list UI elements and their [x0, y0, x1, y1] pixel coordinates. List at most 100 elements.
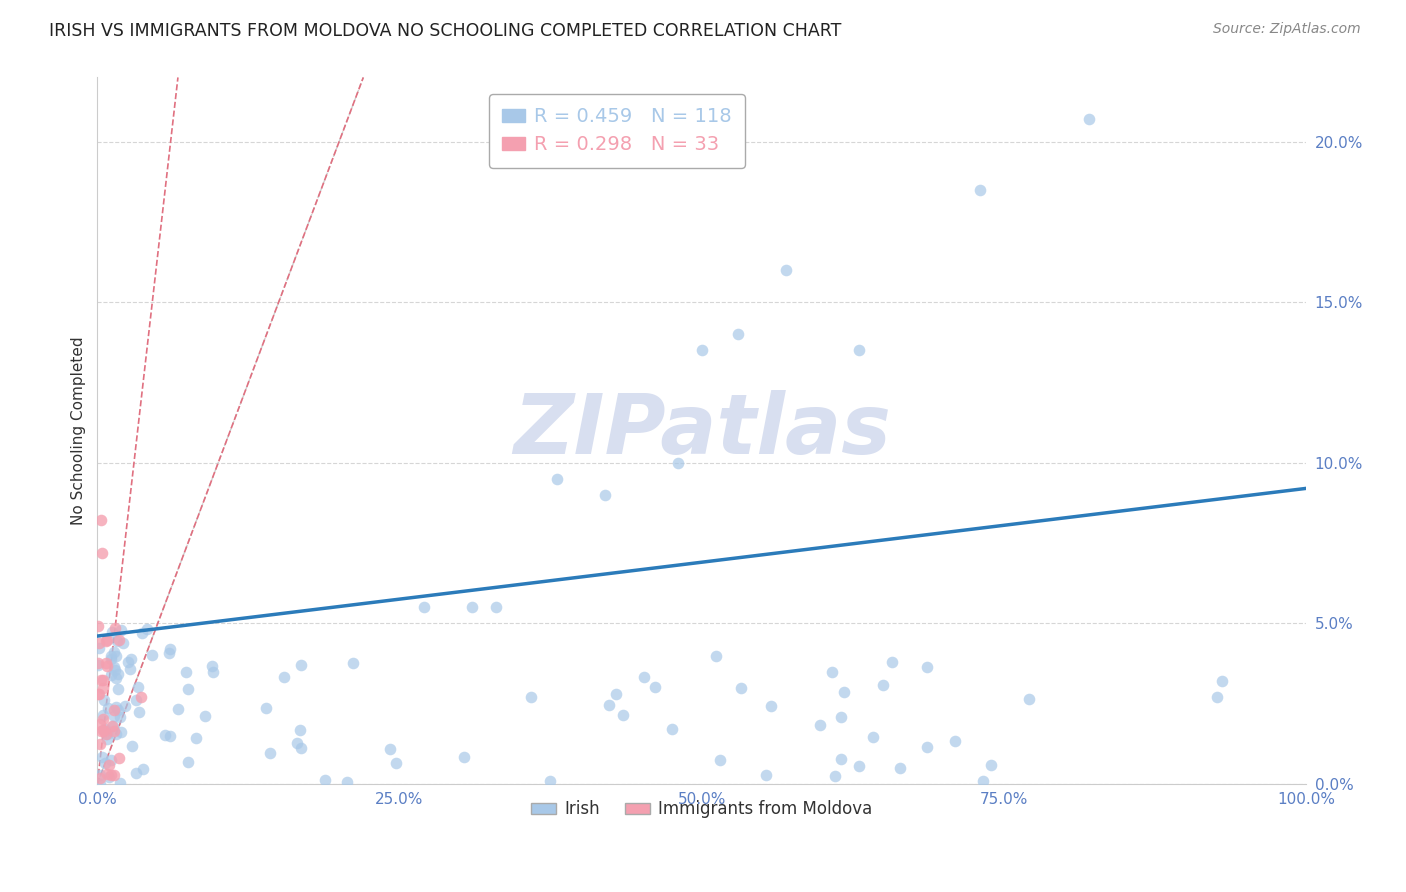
- Point: [538, 773, 561, 788]
- Text: ZIPatlas: ZIPatlas: [513, 390, 890, 471]
- Point: [107, 681, 129, 696]
- Point: [129, 690, 152, 704]
- Point: [94, 634, 117, 648]
- Point: [862, 731, 884, 745]
- Point: [89, 640, 111, 655]
- Point: [104, 663, 127, 677]
- Point: [612, 708, 634, 723]
- Point: [108, 751, 131, 765]
- Point: [89, 776, 111, 790]
- Y-axis label: No Schooling Completed: No Schooling Completed: [72, 336, 86, 524]
- Point: [100, 753, 122, 767]
- Point: [96, 659, 118, 673]
- Point: [135, 622, 157, 636]
- Point: [872, 678, 894, 692]
- Point: [94, 656, 117, 670]
- Point: [314, 772, 336, 787]
- Point: [94, 727, 117, 741]
- Point: [969, 183, 991, 197]
- Point: [100, 652, 122, 666]
- Point: [100, 767, 122, 781]
- Point: [808, 718, 831, 732]
- Point: [704, 649, 727, 664]
- Point: [97, 770, 120, 784]
- Point: [128, 705, 150, 719]
- Point: [103, 660, 125, 674]
- Point: [96, 767, 118, 781]
- Point: [1077, 112, 1099, 127]
- Point: [91, 673, 114, 687]
- Point: [93, 681, 115, 695]
- Point: [830, 752, 852, 766]
- Point: [93, 756, 115, 770]
- Point: [157, 646, 180, 660]
- Point: [336, 775, 359, 789]
- Point: [254, 701, 277, 715]
- Point: [980, 757, 1002, 772]
- Point: [93, 693, 115, 707]
- Point: [96, 732, 118, 747]
- Point: [107, 667, 129, 681]
- Point: [93, 723, 115, 738]
- Point: [755, 767, 778, 781]
- Point: [103, 645, 125, 659]
- Point: [87, 656, 110, 670]
- Text: IRISH VS IMMIGRANTS FROM MOLDOVA NO SCHOOLING COMPLETED CORRELATION CHART: IRISH VS IMMIGRANTS FROM MOLDOVA NO SCHO…: [49, 22, 842, 40]
- Point: [87, 636, 110, 650]
- Point: [97, 758, 120, 772]
- Point: [761, 699, 783, 714]
- Point: [666, 456, 689, 470]
- Point: [89, 738, 111, 752]
- Point: [520, 690, 543, 705]
- Point: [1018, 692, 1040, 706]
- Point: [114, 698, 136, 713]
- Point: [90, 513, 112, 527]
- Point: [118, 662, 141, 676]
- Point: [972, 773, 994, 788]
- Point: [104, 727, 127, 741]
- Point: [824, 769, 846, 783]
- Point: [915, 739, 938, 754]
- Point: [94, 722, 117, 736]
- Point: [412, 600, 434, 615]
- Point: [110, 724, 132, 739]
- Point: [153, 728, 176, 742]
- Point: [100, 668, 122, 682]
- Point: [159, 641, 181, 656]
- Point: [96, 632, 118, 647]
- Point: [273, 670, 295, 684]
- Point: [104, 621, 127, 635]
- Point: [709, 754, 731, 768]
- Point: [101, 719, 124, 733]
- Point: [110, 624, 132, 638]
- Point: [605, 687, 627, 701]
- Point: [89, 687, 111, 701]
- Point: [107, 703, 129, 717]
- Point: [830, 710, 852, 724]
- Point: [184, 731, 207, 746]
- Point: [1211, 673, 1233, 688]
- Point: [194, 709, 217, 723]
- Point: [90, 724, 112, 739]
- Point: [598, 698, 620, 713]
- Point: [112, 636, 135, 650]
- Point: [89, 771, 111, 785]
- Point: [485, 600, 508, 615]
- Point: [342, 656, 364, 670]
- Point: [943, 734, 966, 748]
- Point: [848, 343, 870, 358]
- Point: [1205, 690, 1227, 705]
- Point: [378, 742, 401, 756]
- Point: [104, 700, 127, 714]
- Point: [87, 618, 110, 632]
- Point: [103, 719, 125, 733]
- Point: [821, 665, 844, 679]
- Point: [93, 708, 115, 723]
- Point: [593, 488, 616, 502]
- Point: [177, 682, 200, 697]
- Point: [120, 652, 142, 666]
- Point: [117, 655, 139, 669]
- Point: [87, 657, 110, 672]
- Point: [87, 687, 110, 701]
- Legend: Irish, Immigrants from Moldova: Irish, Immigrants from Moldova: [524, 794, 879, 825]
